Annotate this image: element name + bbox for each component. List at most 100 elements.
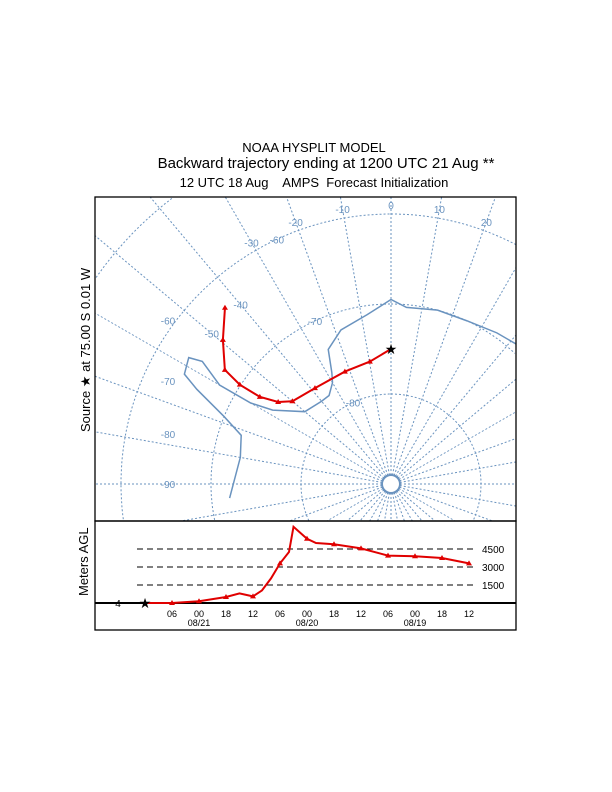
map-panel: -60 -70 -80 -90 -80 -70 -60 -50 -40 -30 -20 -10 0 10 2… — [95, 197, 537, 521]
meridian-line — [395, 491, 413, 521]
meridian-line — [396, 490, 423, 521]
meridian-line — [369, 491, 387, 521]
meridian-line — [399, 486, 493, 521]
height-marker — [250, 593, 256, 599]
height-marker — [412, 553, 418, 559]
trajectory-marker — [221, 304, 228, 310]
source-star-icon: ★ — [139, 595, 152, 611]
meridian-label: -60 — [161, 317, 176, 328]
meridian-line — [399, 485, 516, 507]
height-marker — [277, 560, 283, 566]
x-tick-label: 12 — [356, 609, 366, 619]
source-label: Source ★ at 75.00 S 0.01 W — [78, 267, 93, 432]
x-tick-label: 00 — [302, 609, 312, 619]
coastline — [183, 298, 516, 499]
trajectory-marker — [366, 358, 373, 364]
meridian-line — [397, 378, 516, 479]
date-label: 08/21 — [188, 618, 211, 628]
meridian-label: 30 — [525, 238, 537, 249]
height-marker — [331, 541, 337, 547]
latitude-label: -60 — [270, 235, 285, 246]
meridian-line — [392, 492, 399, 521]
x-tick-label: 06 — [167, 609, 177, 619]
x-tick-label: 00 — [194, 609, 204, 619]
meridian-line — [392, 197, 443, 476]
meridian-label: 20 — [481, 218, 493, 229]
meridian-line — [399, 438, 516, 482]
latitude-circle — [300, 393, 482, 521]
chart-title: NOAA HYSPLIT MODEL — [242, 140, 386, 155]
meridian-label: -50 — [205, 330, 220, 341]
meridian-line — [393, 197, 496, 476]
chart-subtitle-2: 12 UTC 18 Aug AMPS Forecast Initializati… — [179, 175, 449, 190]
height-marker — [439, 555, 445, 560]
y-tick-label: 3000 — [482, 563, 505, 574]
meridian-label: -10 — [335, 205, 350, 216]
meridian-label: -30 — [244, 238, 259, 249]
meridian-line — [95, 235, 385, 479]
x-tick-label: 18 — [329, 609, 339, 619]
meridian-label: -70 — [161, 377, 176, 388]
meridian-line — [346, 489, 385, 521]
trajectory-marker — [219, 336, 226, 342]
x-tick-label: 06 — [275, 609, 285, 619]
y-axis-label: Meters AGL — [76, 527, 91, 596]
meridian-line — [395, 267, 516, 477]
meridian-line — [393, 492, 405, 521]
latitude-label: -80 — [346, 398, 361, 409]
trajectory-marker — [275, 399, 282, 405]
meridian-line — [397, 489, 436, 521]
trajectory-marker — [236, 381, 243, 387]
x-tick-label: 18 — [221, 609, 231, 619]
meridian-label: 10 — [434, 205, 446, 216]
meridian-line — [339, 197, 390, 476]
trajectory-marker — [311, 385, 318, 391]
height-marker — [196, 598, 202, 604]
x-tick-label: 12 — [464, 609, 474, 619]
meridian-line — [398, 488, 456, 521]
latitude-label: -70 — [308, 317, 323, 328]
latitude-circle — [120, 213, 516, 520]
meridian-line — [399, 461, 516, 483]
meridian-line — [396, 334, 516, 478]
meridian-label: -40 — [233, 301, 248, 312]
meridian-line — [95, 431, 383, 483]
latitude-circle — [210, 303, 516, 520]
meridian-label: -90 — [161, 480, 176, 491]
meridian-line — [326, 488, 384, 521]
start-marker: 4 — [115, 599, 121, 610]
trajectory-marker — [341, 368, 348, 374]
height-marker — [466, 560, 472, 566]
trajectory-marker — [289, 398, 296, 404]
x-tick-label: 12 — [248, 609, 258, 619]
height-marker — [385, 552, 391, 558]
meridian-line — [95, 312, 384, 480]
meridian-line — [383, 492, 390, 521]
x-tick-label: 06 — [383, 609, 393, 619]
meridian-line — [224, 197, 387, 477]
height-marker — [169, 600, 175, 605]
pole-circle — [381, 474, 401, 494]
meridian-label: 0 — [388, 201, 394, 212]
latitude-circle — [95, 198, 173, 278]
x-tick-label: 00 — [410, 609, 420, 619]
date-label: 08/20 — [296, 618, 319, 628]
date-label: 08/19 — [404, 618, 427, 628]
height-marker — [223, 594, 229, 599]
meridian-line — [95, 375, 383, 482]
y-tick-label: 1500 — [482, 581, 505, 592]
meridian-line — [289, 486, 383, 521]
chart-subtitle: Backward trajectory ending at 1200 UTC 2… — [157, 155, 495, 172]
trajectory-marker — [256, 393, 263, 399]
height-frame — [94, 520, 517, 631]
height-marker — [304, 535, 310, 541]
meridian-line — [377, 492, 389, 521]
source-star-icon: ★ — [385, 341, 398, 357]
x-tick-label: 18 — [437, 609, 447, 619]
height-marker — [358, 545, 364, 551]
meridian-line — [359, 490, 386, 521]
meridian-label: -20 — [288, 218, 303, 229]
height-panel: 1500 3000 4500 06 00 18 12 06 00 18 12 06 00 18 12 08/2… — [95, 524, 516, 628]
trajectory-marker — [221, 366, 228, 372]
